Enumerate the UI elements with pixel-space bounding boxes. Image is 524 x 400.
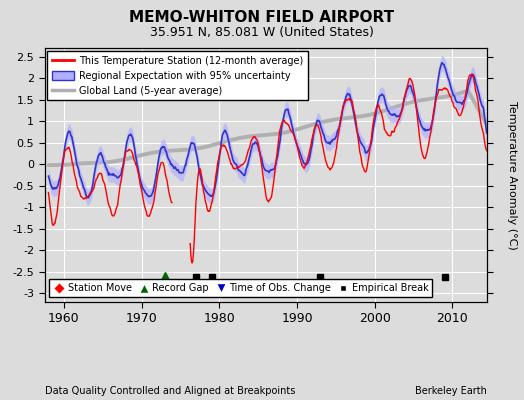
Text: Data Quality Controlled and Aligned at Breakpoints: Data Quality Controlled and Aligned at B… <box>45 386 295 396</box>
Text: Berkeley Earth: Berkeley Earth <box>416 386 487 396</box>
Y-axis label: Temperature Anomaly (°C): Temperature Anomaly (°C) <box>507 101 517 249</box>
Legend: Station Move, Record Gap, Time of Obs. Change, Empirical Break: Station Move, Record Gap, Time of Obs. C… <box>49 279 432 297</box>
Text: 35.951 N, 85.081 W (United States): 35.951 N, 85.081 W (United States) <box>150 26 374 39</box>
Text: MEMO-WHITON FIELD AIRPORT: MEMO-WHITON FIELD AIRPORT <box>129 10 395 25</box>
